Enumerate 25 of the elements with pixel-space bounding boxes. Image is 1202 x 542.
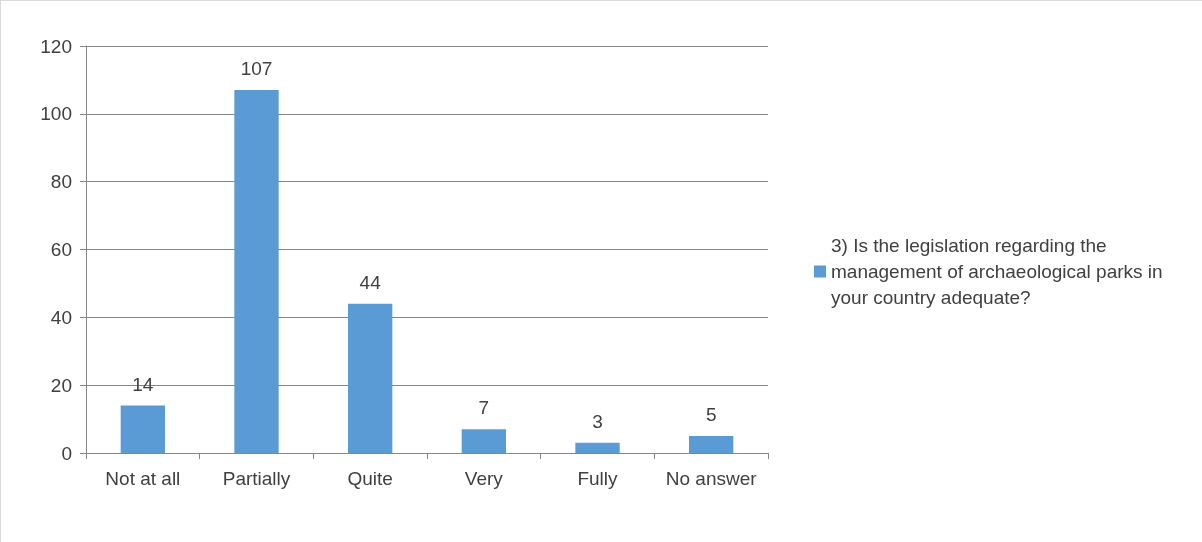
x-tick-label: No answer (665, 467, 758, 489)
y-tick-label: 120 (40, 35, 72, 57)
y-tick-label: 0 (61, 442, 72, 464)
y-tick-label: 80 (50, 171, 72, 193)
bar (348, 303, 393, 453)
data-label: 3 (592, 410, 603, 432)
bar (461, 429, 506, 453)
y-tick-label: 40 (50, 306, 72, 328)
data-label: 5 (705, 404, 717, 426)
bar (689, 436, 734, 453)
legend-label: 3) Is the legislation regarding the management of archaeological parks in your country adequate? (831, 235, 1168, 308)
x-tick-label: Very (464, 467, 504, 489)
bar (234, 90, 279, 453)
y-tick-label: 60 (50, 239, 72, 260)
x-tick-label: Partially (222, 467, 291, 489)
data-label: 107 (240, 58, 273, 80)
y-tick-label: 100 (40, 103, 72, 125)
data-label: 7 (478, 397, 490, 419)
bar (120, 405, 165, 453)
data-label: 44 (359, 271, 382, 293)
x-tick-label: Quite (347, 467, 393, 489)
x-tick-label: Not at all (105, 467, 181, 489)
bar (575, 442, 620, 453)
x-tick-label: Fully (577, 467, 619, 489)
y-tick-label: 20 (50, 374, 72, 396)
